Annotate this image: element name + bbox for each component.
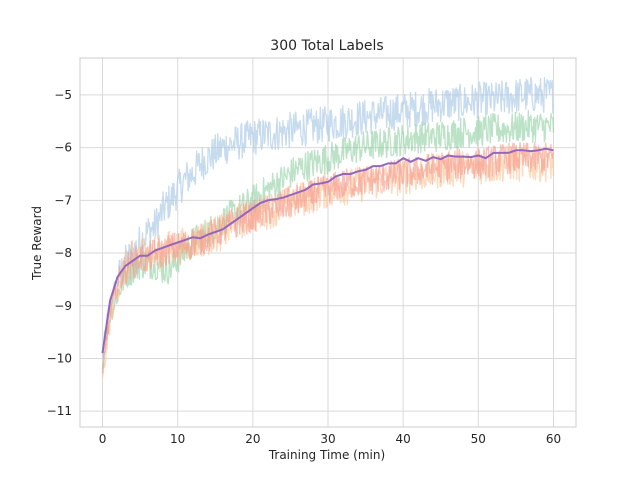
x-axis-label: Training Time (min) <box>268 448 385 462</box>
y-tick-label: −7 <box>54 193 72 207</box>
y-tick-label: −8 <box>54 246 72 260</box>
series-line-mean <box>101 147 554 354</box>
x-tick-label: 10 <box>170 432 185 446</box>
series-line-noisy-0 <box>101 76 554 359</box>
x-tick-label: 30 <box>320 432 335 446</box>
x-tick-label: 20 <box>245 432 260 446</box>
y-tick-label: −5 <box>54 88 72 102</box>
y-tick-label: −6 <box>54 141 72 155</box>
plot-frame <box>79 57 577 428</box>
y-tick-label: −9 <box>54 299 72 313</box>
y-axis-ticks: −11 −10 −9 −8 −7 −6 −5 <box>47 88 72 418</box>
series-line-noisy-3 <box>101 141 555 374</box>
y-axis-label: True Reward <box>30 206 44 281</box>
y-tick-label: −10 <box>47 351 72 365</box>
x-axis-ticks: 0 10 20 30 40 50 60 <box>99 432 561 446</box>
y-tick-label: −11 <box>47 404 72 418</box>
x-tick-label: 60 <box>546 432 561 446</box>
x-tick-label: 0 <box>99 432 107 446</box>
x-tick-label: 40 <box>396 432 411 446</box>
plot-area <box>79 57 577 428</box>
chart-title: 300 Total Labels <box>270 38 383 54</box>
series-layer <box>101 76 555 379</box>
x-tick-label: 50 <box>471 432 486 446</box>
series-line-noisy-1 <box>101 110 555 370</box>
